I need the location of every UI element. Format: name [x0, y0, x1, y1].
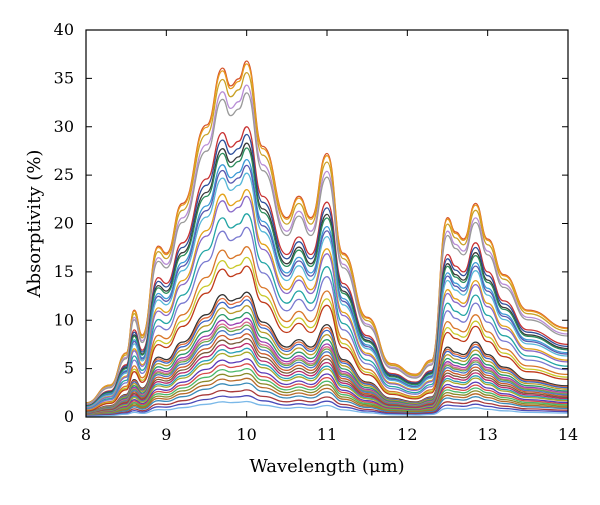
y-tick-label: 40	[54, 20, 74, 39]
series-line	[85, 63, 569, 404]
series-line	[85, 226, 569, 411]
series-line	[85, 317, 569, 414]
series-line	[85, 256, 569, 412]
series-line	[85, 305, 569, 414]
series-line	[85, 295, 569, 413]
series-line	[85, 377, 569, 417]
series-line	[85, 133, 569, 407]
series-line	[85, 291, 569, 413]
x-tick-label: 13	[477, 425, 497, 444]
series-line	[85, 400, 569, 418]
series-line	[85, 164, 569, 408]
series-line	[85, 158, 569, 408]
series-line	[85, 126, 569, 407]
series-line	[85, 60, 569, 404]
series-line	[85, 337, 569, 415]
series-line	[85, 324, 569, 414]
series-line	[85, 92, 569, 405]
series-line	[85, 389, 569, 417]
series-line	[85, 328, 569, 415]
series-line	[85, 367, 569, 416]
series-line	[85, 299, 569, 413]
series-line	[85, 71, 569, 404]
series-line	[85, 195, 569, 409]
y-tick-label: 30	[54, 117, 74, 136]
series-line	[85, 358, 569, 416]
x-axis-label: Wavelength (μm)	[249, 456, 404, 477]
y-tick-label: 10	[54, 310, 74, 329]
series-line	[85, 213, 569, 410]
series-line	[85, 188, 569, 409]
series-line	[85, 342, 569, 415]
series-line	[85, 351, 569, 416]
series-line	[85, 333, 569, 415]
x-tick-label: 11	[317, 425, 337, 444]
series-line	[85, 142, 569, 407]
series-line	[85, 372, 569, 416]
series-line	[85, 147, 569, 407]
x-tick-label: 10	[236, 425, 256, 444]
series-line	[85, 246, 569, 411]
series-line	[85, 382, 569, 417]
series-group	[85, 60, 569, 418]
series-line	[85, 84, 569, 405]
y-tick-label: 25	[54, 165, 74, 184]
axis-ticks: 8 9 10 11 12 13 14 0 5 10 15 20 25 30 35 40	[54, 20, 579, 444]
series-line	[85, 311, 569, 414]
y-axis-label: Absorptivity (%)	[24, 150, 45, 299]
x-tick-label: 12	[397, 425, 417, 444]
y-tick-label: 5	[64, 359, 74, 378]
series-line	[85, 172, 569, 408]
series-line	[85, 265, 569, 412]
series-line	[85, 363, 569, 416]
y-tick-label: 20	[54, 214, 74, 233]
x-tick-label: 14	[558, 425, 578, 444]
y-tick-label: 35	[54, 68, 74, 87]
x-tick-label: 9	[161, 425, 171, 444]
y-tick-label: 0	[64, 407, 74, 426]
series-line	[85, 347, 569, 415]
x-tick-label: 8	[81, 425, 91, 444]
series-line	[85, 395, 569, 417]
series-line	[85, 321, 569, 414]
y-tick-label: 15	[54, 262, 74, 281]
